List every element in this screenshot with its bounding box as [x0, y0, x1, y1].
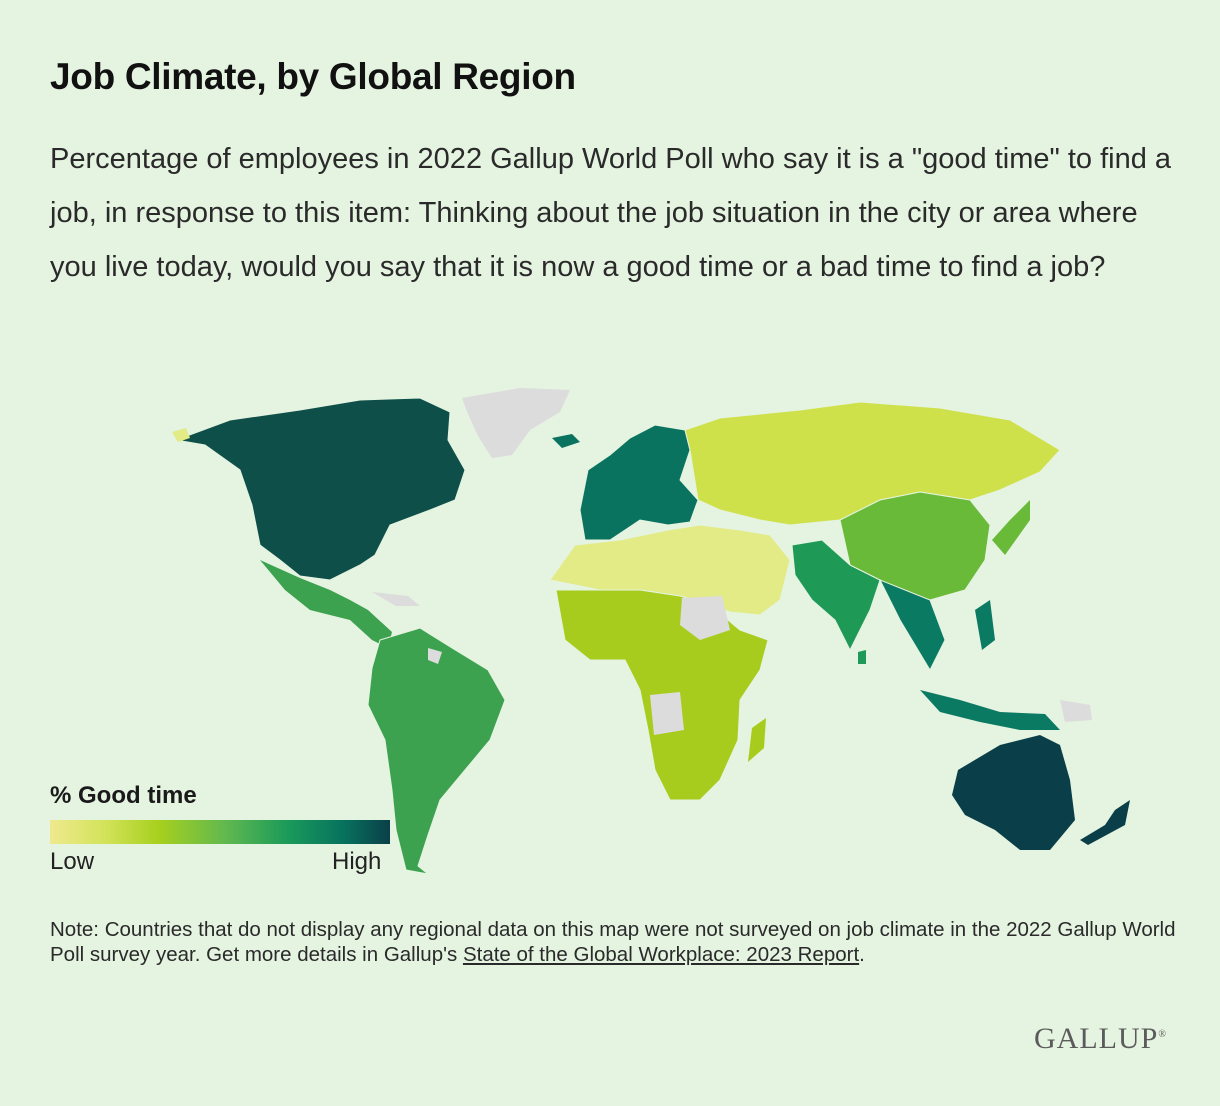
report-link[interactable]: State of the Global Workplace: 2023 Repo…: [462, 943, 860, 966]
region-south-asia: [791, 539, 881, 652]
region-europe: [579, 424, 699, 541]
region-africa-not-surveyed: [680, 596, 730, 640]
region-iceland: [552, 434, 580, 448]
region-mexico-central-america: [260, 560, 392, 648]
legend-high-label: High: [332, 848, 382, 875]
region-alaska-islands: [172, 428, 190, 442]
region-north-america: [174, 397, 466, 581]
region-east-asia: [839, 491, 991, 601]
region-madagascar: [748, 718, 766, 762]
chart-subtitle: Percentage of employees in 2022 Gallup W…: [50, 143, 1172, 283]
region-south-america: [367, 627, 506, 875]
footnote-end: .: [859, 943, 865, 966]
legend-low-label: Low: [50, 848, 95, 875]
region-australia: [952, 735, 1075, 850]
footnote-text: Note: Countries that do not display any …: [50, 918, 1176, 966]
footnote: Note: Countries that do not display any …: [50, 917, 1180, 967]
region-africa-not-surveyed-2: [650, 692, 684, 735]
gallup-logo: GALLUP®: [1034, 1022, 1167, 1055]
region-caribbean: [372, 592, 420, 606]
region-png: [1060, 700, 1092, 722]
region-greenland: [462, 388, 570, 458]
gallup-logo-text: GALLUP: [1034, 1022, 1159, 1055]
world-map: [172, 388, 1130, 875]
legend-title: % Good time: [50, 782, 197, 809]
region-sri-lanka: [858, 650, 866, 664]
region-southeast-asia: [878, 579, 946, 672]
legend-gradient-bar: [50, 820, 390, 844]
region-new-zealand: [1080, 800, 1130, 845]
region-french-guiana: [428, 648, 442, 664]
region-indonesia-philippines: [920, 600, 1060, 730]
region-japan-korea: [992, 500, 1030, 555]
chart-title: Job Climate, by Global Region: [50, 56, 576, 97]
